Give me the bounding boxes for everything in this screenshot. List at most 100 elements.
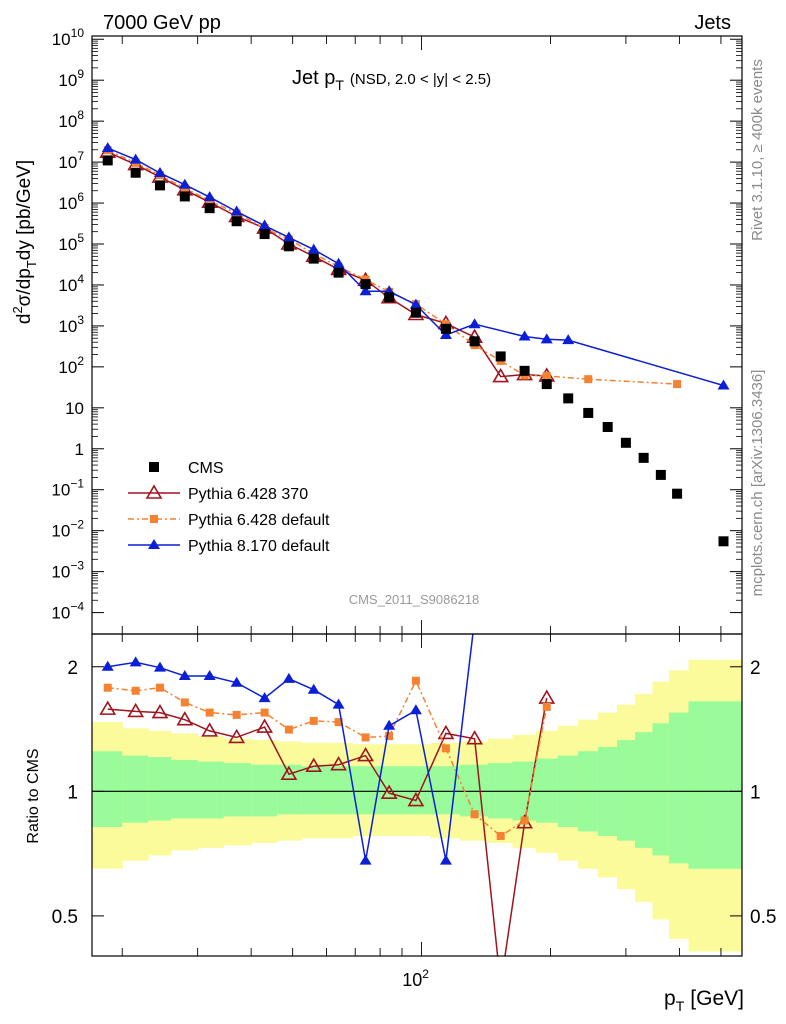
series-cms [102,155,729,547]
ratio-point [305,757,323,773]
ratio-plot-area [92,614,742,956]
data-point [204,203,215,214]
data-point [153,167,166,178]
y-tick-label: 108 [58,108,84,131]
ratio-tick-label-left: 0.5 [52,907,78,928]
band-green [688,701,742,869]
data-point [307,243,320,254]
band-green [301,766,328,815]
data-point [495,351,506,362]
ratio-point [280,765,298,781]
series-pythia-8-170-default [101,142,730,390]
ratio-tick-label-left: 1 [67,782,78,803]
y-tick-label: 10 [65,399,84,418]
ratio-point [127,702,145,718]
ratio-tick-label-right: 0.5 [750,907,776,928]
plot-title-main: Jet p [292,67,335,89]
y-tick-label: 104 [58,272,84,295]
ratio-tick-label-right: 2 [750,658,761,679]
data-point [638,452,649,463]
plot-title-condition: (NSD, 2.0 < |y| < 2.5) [350,71,491,88]
ratio-point [180,698,189,707]
data-point [230,205,243,216]
series-pythia-6-428-default [103,146,682,389]
ratio-point [520,816,529,825]
ratio-point [201,722,219,737]
ratio-point [385,732,394,741]
ratio-point [330,756,347,771]
ratio-point [334,718,343,727]
legend-marker [148,539,160,549]
x-axis-label: pT [GeV] [664,987,744,1014]
ratio-series-pythia-6-428-default [103,676,551,840]
main-y-axis-ticks: 1010 109 108 107 106 105 104 103 102 1 10−1 10−2 10−… [51,26,742,623]
legend-entry: Pythia 6.428 default [128,512,330,529]
legend-entry: CMS [149,460,224,477]
data-point [518,330,531,341]
ratio-y-axis-label: Ratio to CMS [25,748,42,843]
data-point [492,367,510,383]
ratio-series-pythia-6-428-370 [99,689,556,956]
data-point [359,285,372,296]
ratio-point [151,703,169,719]
data-point [384,292,395,303]
data-point [179,191,190,202]
ratio-series-pythia-8-170-default [101,614,481,865]
band-green [92,751,123,827]
ratio-point [380,784,398,799]
legend-marker [149,462,159,472]
data-point [672,488,683,499]
data-point [655,469,666,480]
data-point [468,318,481,329]
ratio-point [307,683,320,694]
data-point [440,323,451,334]
ratio-point [232,710,241,719]
ratio-point [466,730,484,745]
ratio-tick-label-right: 1 [750,782,761,803]
y-tick-label: 10−1 [51,477,84,500]
band-green [668,712,689,864]
data-point [562,334,575,345]
data-point [258,219,271,230]
ratio-point [176,711,194,726]
main-y-axis-label: d2σ/dpTdy [pb/GeV] [10,160,39,324]
band-green [148,757,172,821]
data-point [360,279,371,290]
y-tick-label: 1010 [52,26,85,49]
ratio-point [155,683,164,692]
data-point [584,375,593,384]
data-point [620,437,631,448]
ratio-point [129,656,142,667]
data-point [717,379,730,390]
data-point [469,336,480,347]
data-point [308,253,319,264]
data-point [332,257,345,268]
data-point [439,329,452,339]
ratio-point [409,704,422,715]
ratio-point [332,698,345,709]
ratio-point [357,747,374,762]
ratio-point [469,614,481,624]
series-pythia-6-428-370 [99,143,556,383]
data-point [583,407,594,418]
watermark-label: CMS_2011_S9086218 [349,592,480,607]
data-point [673,380,682,389]
ratio-point [258,692,271,703]
y-tick-label: 105 [58,231,84,254]
band-green [171,760,199,819]
data-point [602,422,613,433]
data-point [101,142,114,153]
series-line [107,147,724,387]
data-point [409,298,422,309]
ratio-point [284,725,293,734]
band-green [223,763,252,817]
band-green [326,766,354,815]
band-green [535,758,559,823]
main-plot-area [99,142,730,547]
ratio-point [411,676,420,685]
ratio-point [441,744,450,753]
data-point [130,167,141,178]
band-green [401,766,432,815]
y-tick-label: 10−4 [51,600,84,623]
